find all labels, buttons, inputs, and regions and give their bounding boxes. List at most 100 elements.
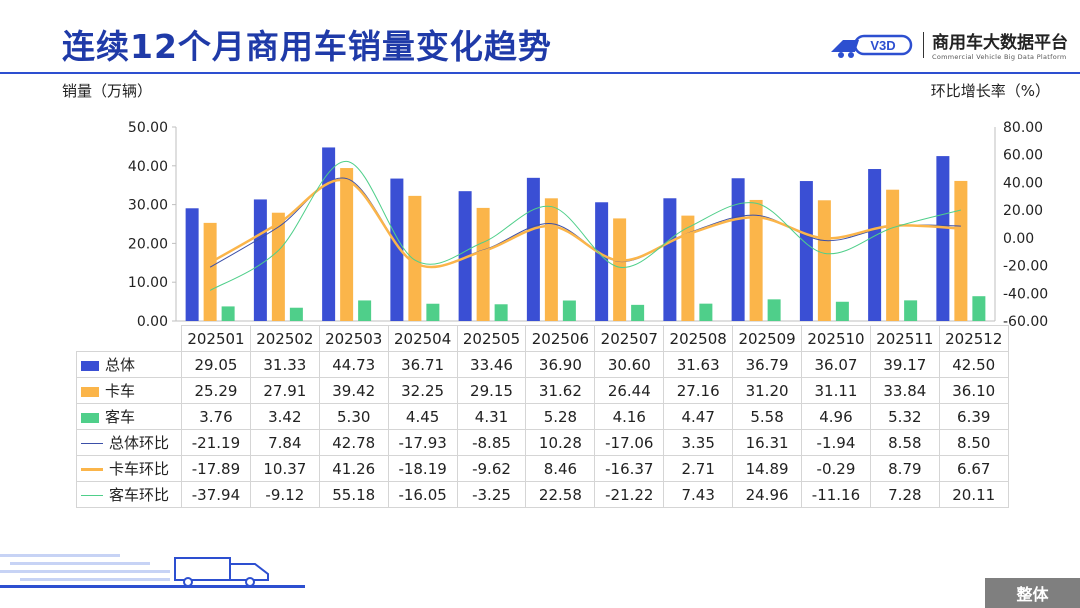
data-label: 29.15 [456,377,527,404]
data-label: 22.58 [525,481,596,508]
y-tick-label: 40.00 [128,159,168,175]
brand-name: 商用车大数据平台 [932,33,1068,53]
data-label: 8.79 [869,455,940,482]
bar-客车-202504 [426,303,440,321]
legend-swatch [81,443,103,444]
x-tick-label: 202508 [663,325,734,352]
data-label: 5.58 [732,403,803,430]
data-label: 8.50 [938,429,1009,456]
data-label: 29.05 [181,351,251,378]
bar-卡车-202503 [340,168,354,321]
bar-总体-202509 [731,178,745,321]
data-label: 27.16 [663,377,734,404]
data-label: 16.31 [732,429,803,456]
y-tick-label: 30.00 [128,198,168,214]
data-label: 42.50 [938,351,1009,378]
data-label: 36.10 [938,377,1009,404]
data-label: 33.46 [456,351,527,378]
legend-label: 客车 [105,408,136,426]
truck-decoration-icon [0,554,305,588]
y-tick-label: 50.00 [128,120,168,136]
data-label: 36.07 [801,351,871,378]
y2-tick-label: -20.00 [1003,259,1048,275]
bar-总体-202511 [868,169,882,321]
data-label: 24.96 [732,481,803,508]
data-label: 55.18 [318,481,389,508]
bar-客车-202507 [631,304,645,321]
title-underline [0,72,1080,74]
data-label: 42.78 [318,429,389,456]
legend-label: 总体环比 [109,434,170,452]
legend-swatch [81,360,99,371]
x-tick-label: 202503 [318,325,389,352]
data-label: 4.96 [801,403,871,430]
y2-tick-label: 60.00 [1003,148,1043,164]
data-label: -21.19 [181,429,251,456]
legend-swatch [81,495,103,496]
y-tick-label: 0.00 [137,314,168,330]
data-label: 36.90 [525,351,596,378]
y2-axis-label: 环比增长率（%） [930,82,1050,100]
bar-卡车-202507 [613,218,627,321]
bar-卡车-202504 [408,195,422,321]
data-label: 6.39 [938,403,1009,430]
data-label: 26.44 [594,377,665,404]
bar-总体-202501 [185,208,199,321]
data-label: -3.25 [456,481,527,508]
truck-logo-icon: V3D [831,34,913,58]
bar-卡车-202508 [681,215,695,321]
data-label: -9.62 [456,455,527,482]
bar-总体-202512 [936,156,950,321]
line-客车环比 [209,160,962,291]
bar-卡车-202512 [954,180,968,321]
legend-entry: 卡车环比 [76,455,182,482]
data-label: 4.45 [387,403,458,430]
x-tick-label: 202511 [869,325,940,352]
section-tab[interactable]: 整体 [985,578,1080,608]
table-row: 总体 29.05 31.33 44.73 36.71 33.46 36.90 30.60 31.… [76,351,1009,378]
data-label: 25.29 [181,377,251,404]
data-label: 2.71 [663,455,734,482]
bar-客车-202506 [562,300,576,321]
data-label: -1.94 [801,429,871,456]
logo-mark-text: V3D [870,38,895,53]
x-tick-label: 202506 [525,325,596,352]
bar-客车-202508 [699,303,713,321]
table-row: 卡车环比 -17.89 10.37 41.26 -18.19 -9.62 8.46 -16.3… [76,455,1009,482]
bar-总体-202510 [799,181,813,321]
bar-卡车-202506 [544,198,558,321]
table-header-row: 202501 202502 202503 202504 202505 202506 2025… [77,325,1009,352]
table-corner [77,326,182,352]
data-label: -11.16 [801,481,871,508]
bar-客车-202505 [494,304,508,321]
data-label: 8.46 [525,455,596,482]
x-tick-label: 202502 [249,325,320,352]
data-label: -17.89 [181,455,251,482]
bar-客车-202512 [972,296,986,321]
data-label: 14.89 [732,455,803,482]
y-axis-label: 销量（万辆） [62,82,153,100]
legend-label: 客车环比 [109,486,170,504]
table-row: 客车环比 -37.94 -9.12 55.18 -16.05 -3.25 22.58 -21.… [76,481,1009,508]
data-label: -21.22 [594,481,665,508]
x-tick-label: 202505 [456,325,527,352]
legend-swatch [81,386,99,397]
data-label: -17.93 [387,429,458,456]
data-label: -9.12 [249,481,320,508]
y2-tick-label: 40.00 [1003,175,1043,191]
x-tick-label: 202512 [938,325,1009,352]
data-label: 10.28 [525,429,596,456]
bar-总体-202502 [253,199,267,321]
data-label: 27.91 [249,377,320,404]
y-tick-label: 20.00 [128,236,168,252]
data-label: 5.28 [525,403,596,430]
y2-tick-label: 20.00 [1003,203,1043,219]
data-label: 20.11 [938,481,1009,508]
data-label: -18.19 [387,455,458,482]
data-label: 44.73 [318,351,389,378]
legend-label: 卡车环比 [109,460,170,478]
data-label: 3.76 [181,403,251,430]
legend-entry: 总体环比 [76,429,182,456]
bar-总体-202507 [595,202,609,321]
data-label: 5.30 [318,403,389,430]
